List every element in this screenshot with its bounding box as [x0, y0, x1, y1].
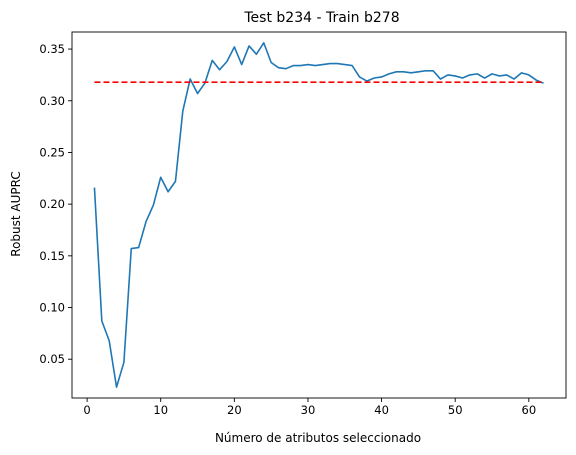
y-tick-label: 0.15 [39, 249, 65, 263]
plot-area: 0 10 20 30 40 50 60 0.05 0.10 0.15 0.20 0.25 0.30 0.3… [39, 31, 567, 417]
y-tick-label: 0.30 [39, 94, 65, 108]
series-line-1 [93, 42, 544, 388]
x-tick-label: 20 [227, 403, 242, 417]
x-tick-label: 50 [448, 403, 463, 417]
x-tick-label: 30 [301, 403, 316, 417]
y-axis-label: Robust AUPRC [9, 171, 23, 256]
x-tick-label: 10 [153, 403, 168, 417]
x-tick-label: 60 [522, 403, 537, 417]
y-tick-label: 0.25 [39, 145, 65, 159]
chart-title: Test b234 - Train b278 [243, 10, 399, 26]
y-tick-label: 0.20 [39, 197, 65, 211]
x-tick-label: 40 [374, 403, 389, 417]
x-axis-label: Número de atributos seleccionado [215, 431, 421, 445]
x-tick-label: 0 [83, 403, 90, 417]
y-tick-label: 0.35 [39, 42, 65, 56]
axes-frame [71, 31, 567, 399]
y-tick-label: 0.10 [39, 301, 65, 315]
y-tick-label: 0.05 [39, 352, 65, 366]
